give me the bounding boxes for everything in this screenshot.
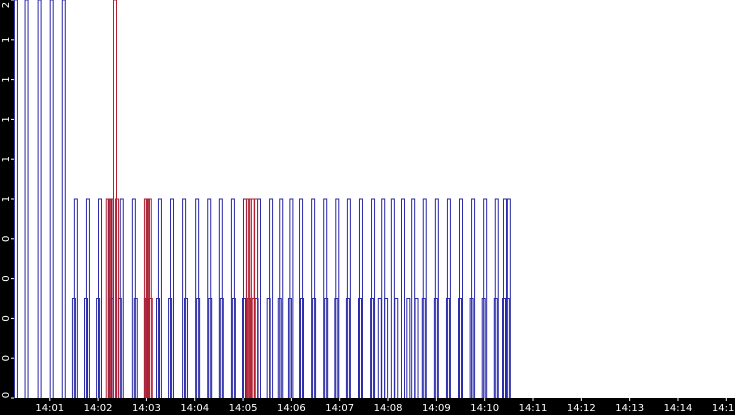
x-tick-label: 14:02 <box>84 403 113 414</box>
spike <box>37 0 42 398</box>
y-tick-label: 0 <box>1 315 12 321</box>
y-tick-label: 0 <box>1 392 12 398</box>
spike <box>231 298 236 398</box>
spike <box>502 298 507 398</box>
spike <box>84 298 89 398</box>
spike <box>505 298 510 398</box>
y-tick-label: 0 <box>1 236 12 242</box>
y-tick-label: 1 <box>1 196 12 202</box>
x-tick-label: 14:05 <box>229 403 258 414</box>
spike <box>358 298 363 398</box>
spike <box>345 298 350 398</box>
spike <box>168 298 173 398</box>
spike <box>242 298 247 398</box>
spike <box>421 298 426 398</box>
y-tick-label: 0 <box>1 275 12 281</box>
spike <box>246 298 251 398</box>
spike <box>277 298 282 398</box>
x-tick-label: 14:13 <box>615 403 644 414</box>
spike <box>390 198 395 398</box>
x-tick-label: 14:14 <box>664 403 693 414</box>
spike <box>49 0 54 398</box>
y-tick-label: 0 <box>1 355 12 361</box>
spike <box>24 0 29 398</box>
spike <box>481 298 486 398</box>
x-tick-label: 14:15 <box>712 403 735 414</box>
x-tick-label: 14:06 <box>277 403 306 414</box>
spike <box>469 298 474 398</box>
spike <box>334 298 339 398</box>
spike <box>114 198 119 398</box>
y-tick-label: 2 <box>1 2 12 8</box>
spike <box>196 298 201 398</box>
spike <box>458 298 463 398</box>
spike <box>184 298 189 398</box>
x-tick-label: 14:09 <box>422 403 451 414</box>
spike <box>401 198 406 398</box>
y-axis-strip <box>0 0 14 415</box>
x-tick-label: 14:10 <box>470 403 499 414</box>
x-tick-label: 14:12 <box>567 403 596 414</box>
y-tick-label: 1 <box>1 76 12 82</box>
spike <box>433 298 438 398</box>
spike <box>96 298 101 398</box>
spike <box>71 298 76 398</box>
y-tick-label: 1 <box>1 156 12 162</box>
spike <box>377 298 382 398</box>
x-tick-label: 14:04 <box>180 403 209 414</box>
spike <box>406 298 411 398</box>
spike <box>133 298 138 398</box>
spike <box>370 298 375 398</box>
spike <box>384 298 389 398</box>
spike <box>324 298 329 398</box>
spike <box>312 298 317 398</box>
spike <box>61 0 66 398</box>
spike <box>394 298 399 398</box>
x-tick-label: 14:01 <box>35 403 64 414</box>
y-tick-label: 1 <box>1 37 12 43</box>
x-axis-strip <box>0 398 735 415</box>
spike <box>445 298 450 398</box>
spike <box>251 298 256 398</box>
spike <box>148 298 153 398</box>
y-tick-label: 1 <box>1 116 12 122</box>
spike <box>219 298 224 398</box>
spike <box>266 298 271 398</box>
x-tick-label: 14:08 <box>374 403 403 414</box>
spike <box>300 298 305 398</box>
x-tick-label: 14:11 <box>519 403 548 414</box>
spike <box>13 0 18 398</box>
spike <box>156 298 161 398</box>
x-tick-label: 14:07 <box>325 403 354 414</box>
spike <box>208 298 213 398</box>
spike <box>411 198 416 398</box>
spike <box>414 298 419 398</box>
spike <box>493 298 498 398</box>
x-tick-label: 14:03 <box>132 403 161 414</box>
spike <box>254 198 259 398</box>
spike <box>287 298 292 398</box>
